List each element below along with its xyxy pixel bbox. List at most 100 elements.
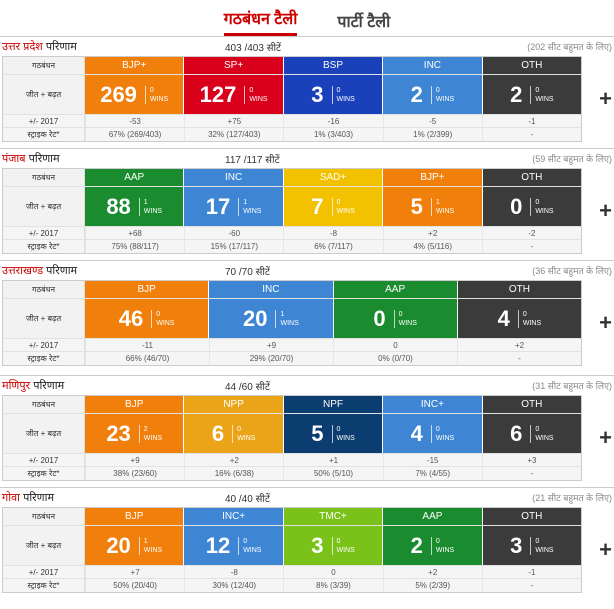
row-label-win-lead: जीत + बढ़त: [3, 187, 85, 226]
party-name: OTH: [481, 57, 582, 74]
party-name: AAP: [382, 508, 482, 525]
wins-label: WINS: [435, 95, 455, 103]
row-label-strike: स्ट्राइक रेट*: [3, 352, 85, 365]
wins-label: WINS: [522, 319, 542, 327]
change-value: -60: [184, 227, 284, 239]
change-value: -1: [481, 115, 582, 127]
strike-rate: 8% (3/39): [283, 579, 383, 592]
party-seat-cell[interactable]: 3 0 WINS: [282, 75, 383, 114]
strike-rate: 75% (88/117): [85, 240, 185, 253]
wins-count: 2 WINS: [138, 424, 162, 443]
expand-plus-icon[interactable]: +: [599, 198, 612, 223]
row-label-win-lead: जीत + बढ़त: [3, 75, 85, 114]
party-name: OTH: [456, 281, 581, 298]
strike-rate: 5% (2/39): [382, 579, 482, 592]
wins-number: 2: [143, 425, 148, 433]
party-seat-cell[interactable]: 23 2 WINS: [85, 414, 184, 453]
change-value: +75: [184, 115, 284, 127]
wins-count: 0 WINS: [430, 536, 455, 555]
party-seat-cell[interactable]: 3 0 WINS: [282, 526, 383, 565]
expand-plus-icon[interactable]: +: [599, 537, 612, 562]
wins-number: 0: [336, 198, 341, 206]
state-block: उत्तराखण्ड परिणाम 70 /70 सीटें (36 सीट ब…: [0, 260, 614, 375]
party-seat-cell[interactable]: 88 1 WINS: [85, 187, 184, 226]
change-value: -16: [283, 115, 383, 127]
wins-number: 0: [535, 86, 540, 94]
change-value: +9: [209, 339, 333, 351]
expand-plus-icon[interactable]: +: [599, 86, 612, 111]
change-value: +7: [85, 566, 185, 578]
party-seat-cell[interactable]: 2 0 WINS: [481, 75, 582, 114]
seat-total: 2: [410, 81, 423, 107]
wins-count: 1 WINS: [275, 309, 299, 328]
wins-label: WINS: [243, 546, 262, 554]
party-seat-cell[interactable]: 20 1 WINS: [208, 299, 333, 338]
party-seat-cell[interactable]: 20 1 WINS: [85, 526, 184, 565]
party-seat-cell[interactable]: 5 0 WINS: [282, 414, 383, 453]
wins-label: WINS: [336, 546, 355, 554]
party-seat-cell[interactable]: 17 1 WINS: [183, 187, 283, 226]
wins-number: 0: [435, 86, 440, 94]
change-value: +9: [85, 454, 185, 466]
party-name: INC+: [183, 508, 283, 525]
party-seat-cell[interactable]: 2 0 WINS: [382, 75, 482, 114]
seat-count: 44 /60 सीटें: [225, 381, 270, 393]
party-seat-cell[interactable]: 7 0 WINS: [282, 187, 383, 226]
party-seat-cell[interactable]: 6 0 WINS: [183, 414, 283, 453]
row-label-strike: स्ट्राइक रेट*: [3, 128, 85, 141]
tab-alliance-tally[interactable]: गठबंधन टैली: [223, 7, 298, 36]
party-name: BJP: [85, 281, 209, 298]
wins-number: 0: [535, 198, 540, 206]
strike-rate: 32% (127/403): [184, 128, 284, 141]
wins-label: WINS: [435, 546, 455, 554]
wins-count: 1 WINS: [138, 197, 162, 216]
strike-rate: -: [481, 128, 582, 141]
wins-count: 0 WINS: [331, 197, 355, 216]
wins-number: 0: [435, 537, 440, 545]
party-seat-cell[interactable]: 5 1 WINS: [382, 187, 482, 226]
party-seat-cell[interactable]: 0 0 WINS: [332, 299, 457, 338]
seat-total: 20: [106, 532, 131, 558]
wins-label: WINS: [535, 546, 554, 554]
state-results-list: उत्तर प्रदेश परिणाम 403 /403 सीटें (202 …: [0, 36, 614, 599]
wins-number: 0: [243, 537, 248, 545]
party-name: INC: [208, 281, 333, 298]
party-seat-cell[interactable]: 3 0 WINS: [481, 526, 582, 565]
party-name: BJP+: [382, 169, 482, 186]
wins-count: 0 WINS: [430, 424, 454, 443]
tab-bar: गठबंधन टैली पार्टी टैली: [0, 0, 614, 36]
change-value: -53: [85, 115, 185, 127]
party-name: OTH: [481, 396, 582, 413]
party-seat-cell[interactable]: 6 0 WINS: [481, 414, 582, 453]
party-seat-cell[interactable]: 46 0 WINS: [85, 299, 209, 338]
tab-party-tally[interactable]: पार्टी टैली: [337, 14, 391, 31]
party-seat-cell[interactable]: 127 0 WINS: [183, 75, 283, 114]
expand-plus-icon[interactable]: +: [599, 425, 612, 450]
wins-label: WINS: [336, 434, 355, 442]
wins-count: 0 WINS: [530, 536, 554, 555]
row-label-alliance: गठबंधन: [3, 508, 85, 525]
wins-count: 0 WINS: [331, 85, 355, 104]
change-value: -8: [184, 566, 284, 578]
party-seat-cell[interactable]: 269 0 WINS: [85, 75, 184, 114]
state-name: उत्तर प्रदेश परिणाम: [0, 39, 225, 54]
state-header: गोवा परिणाम 40 /40 सीटें (21 सीट बहुमत क…: [0, 487, 614, 507]
change-value: -2: [481, 227, 582, 239]
party-seat-cell[interactable]: 4 0 WINS: [382, 414, 482, 453]
wins-count: 0 WINS: [238, 536, 262, 555]
strike-rate: 29% (20/70): [209, 352, 333, 365]
party-seat-cell[interactable]: 12 0 WINS: [183, 526, 283, 565]
party-seat-cell[interactable]: 4 0 WINS: [456, 299, 581, 338]
party-seat-cell[interactable]: 0 0 WINS: [481, 187, 582, 226]
wins-count: 0 WINS: [530, 424, 554, 443]
party-seat-cell[interactable]: 2 0 WINS: [382, 526, 482, 565]
expand-plus-icon[interactable]: +: [599, 310, 612, 335]
seat-total: 23: [106, 420, 131, 446]
wins-number: 0: [435, 425, 440, 433]
wins-number: 0: [535, 425, 540, 433]
majority-note: (36 सीट बहुमत के लिए): [532, 266, 612, 276]
wins-label: WINS: [156, 319, 175, 327]
wins-label: WINS: [280, 319, 299, 327]
party-name: INC: [382, 57, 482, 74]
state-header: उत्तर प्रदेश परिणाम 403 /403 सीटें (202 …: [0, 36, 614, 56]
